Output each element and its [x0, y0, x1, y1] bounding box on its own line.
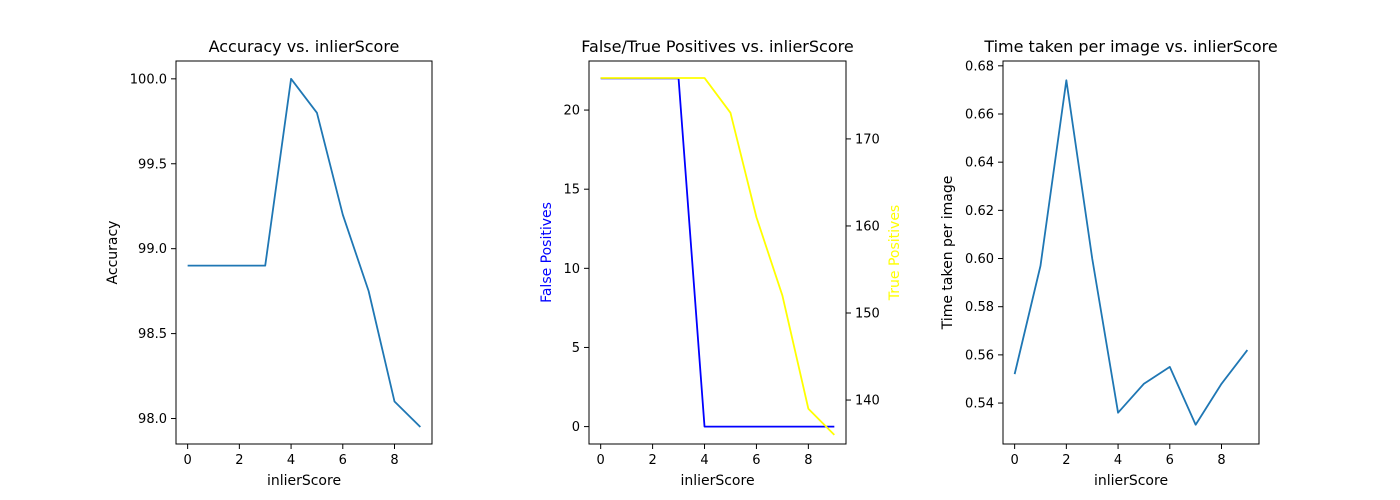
panel-time-ytick-label: 0.60 — [965, 252, 994, 267]
panel-positives-ytick-label: 10 — [563, 262, 580, 277]
panel-time-xtick-label: 2 — [1062, 453, 1070, 468]
panel-time-ytick-label: 0.62 — [965, 204, 994, 219]
panel-time-xlabel: inlierScore — [1094, 473, 1168, 489]
panel-accuracy-ytick-label: 99.0 — [138, 242, 167, 257]
panel-positives-y2label: True Positives — [887, 205, 903, 301]
panel-positives-y2tick-label: 150 — [855, 306, 880, 321]
panel-positives-ytick-label: 5 — [572, 341, 580, 356]
panel-accuracy-xtick-label: 6 — [339, 453, 347, 468]
panel-accuracy-ylabel: Accuracy — [105, 221, 121, 285]
panel-time-xtick-label: 8 — [1217, 453, 1225, 468]
panel-time-frame — [1002, 60, 1260, 445]
panel-accuracy-xtick-label: 2 — [235, 453, 243, 468]
panel-time-xtick-label: 0 — [1010, 453, 1018, 468]
panel-time-plot: 0 2 4 6 8 0.54 0.56 0.58 0.60 0.62 0.64 0.66 0.68 — [965, 59, 1249, 468]
panel-time-xtick-label: 6 — [1166, 453, 1174, 468]
panel-accuracy-frame — [175, 60, 433, 445]
panel-accuracy-series-0-line — [187, 77, 421, 428]
panel-positives-y2tick-label: 160 — [855, 219, 880, 234]
panel-time-title: Time taken per image vs. inlierScore — [983, 37, 1277, 56]
panel-positives-ytick-label: 20 — [563, 104, 580, 119]
panel-positives-xlabel: inlierScore — [680, 473, 754, 489]
panel-positives-ytick-label: 15 — [563, 183, 580, 198]
panel-time-ytick-label: 0.56 — [965, 348, 994, 363]
panel-time-xtick-label: 4 — [1114, 453, 1122, 468]
panel-positives-xtick-label: 4 — [700, 453, 708, 468]
panel-positives-xtick-label: 0 — [597, 453, 605, 468]
panel-time: Time taken per image vs. inlierScore 0 2 4… — [940, 37, 1278, 489]
panel-positives-plot: 0 2 4 6 8 0 5 10 15 20 140 150 160 170 — [563, 77, 880, 468]
panel-positives-frame — [588, 60, 847, 445]
panel-positives-title: False/True Positives vs. inlierScore — [581, 37, 853, 56]
panel-time-ytick-label: 0.54 — [965, 397, 994, 412]
panel-positives-series-1-line — [600, 77, 835, 436]
panel-time-ytick-label: 0.58 — [965, 300, 994, 315]
panel-accuracy-ytick-label: 99.5 — [138, 157, 167, 172]
panel-positives-y2tick-label: 170 — [855, 132, 880, 147]
panel-positives-ytick-label: 0 — [572, 420, 580, 435]
panel-accuracy-title: Accuracy vs. inlierScore — [209, 37, 400, 56]
panel-accuracy-plot: 0 2 4 6 8 98.0 98.5 99.0 99.5 100.0 — [130, 72, 421, 468]
panel-accuracy-ytick-label: 100.0 — [130, 72, 167, 87]
panel-accuracy-xlabel: inlierScore — [267, 473, 341, 489]
panel-time-ytick-label: 0.66 — [965, 107, 994, 122]
panel-time-ytick-label: 0.68 — [965, 59, 994, 74]
panel-positives-xtick-label: 2 — [648, 453, 656, 468]
panel-accuracy-xtick-label: 0 — [183, 453, 191, 468]
panel-positives-y2tick-label: 140 — [855, 394, 880, 409]
panel-time-ylabel: Time taken per image — [940, 176, 956, 331]
panel-accuracy-xtick-label: 8 — [390, 453, 398, 468]
panel-accuracy: Accuracy vs. inlierScore 0 2 4 6 8 98.0 98.5 99… — [105, 37, 433, 489]
panel-accuracy-xtick-label: 4 — [287, 453, 295, 468]
panel-time-ytick-label: 0.64 — [965, 156, 994, 171]
panel-positives-xtick-label: 6 — [752, 453, 760, 468]
panel-positives-ylabel: False Positives — [539, 202, 555, 303]
panel-accuracy-ytick-label: 98.0 — [138, 412, 167, 427]
panel-positives: False/True Positives vs. inlierScore 0 2 4… — [539, 37, 903, 489]
panel-accuracy-ytick-label: 98.5 — [138, 327, 167, 342]
panel-positives-xtick-label: 8 — [804, 453, 812, 468]
panel-time-series-0-line — [1013, 79, 1249, 426]
